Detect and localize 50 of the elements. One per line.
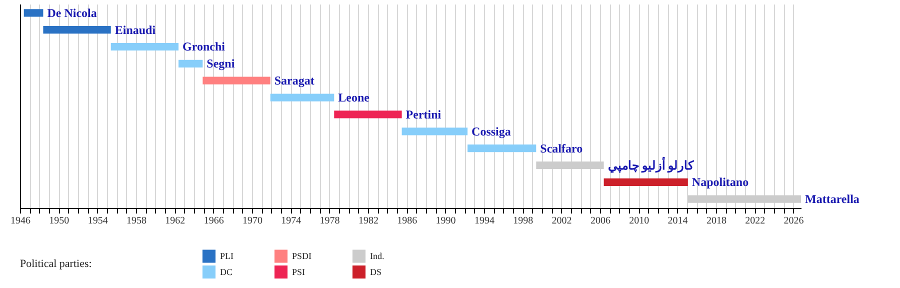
legend-label: PLI	[220, 251, 234, 262]
x-tick-label: 2002	[552, 216, 572, 226]
x-tick-label: 1970	[242, 216, 262, 226]
bar	[24, 9, 44, 17]
y-tick-label: Segni	[206, 56, 236, 71]
y-tick-label: Mattarella	[805, 192, 860, 206]
x-tick-label: 1946	[10, 216, 30, 226]
bar	[402, 128, 468, 136]
x-tick-label: 2022	[745, 216, 766, 226]
legend-label: DC	[220, 267, 233, 277]
y-tick-label: Cossiga	[472, 124, 511, 138]
x-tick-label: 2010	[629, 216, 650, 226]
y-tick-label: De Nicola	[47, 6, 97, 20]
x-tick-label: 1986	[397, 216, 418, 226]
y-tick-label: Einaudi	[114, 22, 156, 37]
x-tick-label: 1978	[320, 216, 340, 226]
bar	[604, 178, 688, 186]
bar	[43, 26, 111, 34]
y-tick-label: Leone	[338, 90, 370, 105]
y-tick-label: Napolitano	[692, 175, 749, 190]
x-tick-label: 2014	[668, 216, 688, 226]
x-tick-label: 2018	[706, 216, 726, 226]
x-tick-label: 1982	[358, 216, 378, 226]
x-tick-label: 2006	[590, 216, 610, 226]
x-tick-label: 1974	[281, 216, 302, 226]
x-tick-label: 1954	[88, 216, 108, 226]
bar	[270, 94, 334, 102]
x-tick-label: 1962	[165, 216, 186, 226]
x-tick-label: 1994	[474, 216, 494, 226]
y-tick-label: كارلو أزليو چامپي	[608, 157, 694, 174]
legend-label: PSI	[292, 267, 306, 277]
x-tick-label: 1950	[49, 216, 70, 226]
legend-label: PSDI	[292, 251, 312, 262]
y-tick-label: Pertini	[406, 107, 442, 122]
x-tick-label: 1958	[126, 216, 146, 226]
bar	[178, 60, 203, 68]
x-tick-label: 1990	[436, 216, 456, 226]
y-tick-label: Scalfaro	[540, 141, 583, 156]
x-tick-label: 1966	[204, 216, 224, 226]
bar	[334, 110, 402, 118]
legend-title: Political parties:	[20, 258, 92, 270]
x-tick-label: 2026	[784, 216, 804, 226]
y-tick-label: Gronchi	[182, 40, 226, 54]
bar	[468, 144, 536, 152]
legend-label: DS	[370, 267, 382, 277]
y-tick-label: Saragat	[274, 74, 314, 88]
bar	[202, 76, 270, 84]
x-tick-label: 1998	[513, 216, 534, 226]
bar	[110, 42, 179, 51]
legend-label: Ind.	[370, 251, 384, 262]
